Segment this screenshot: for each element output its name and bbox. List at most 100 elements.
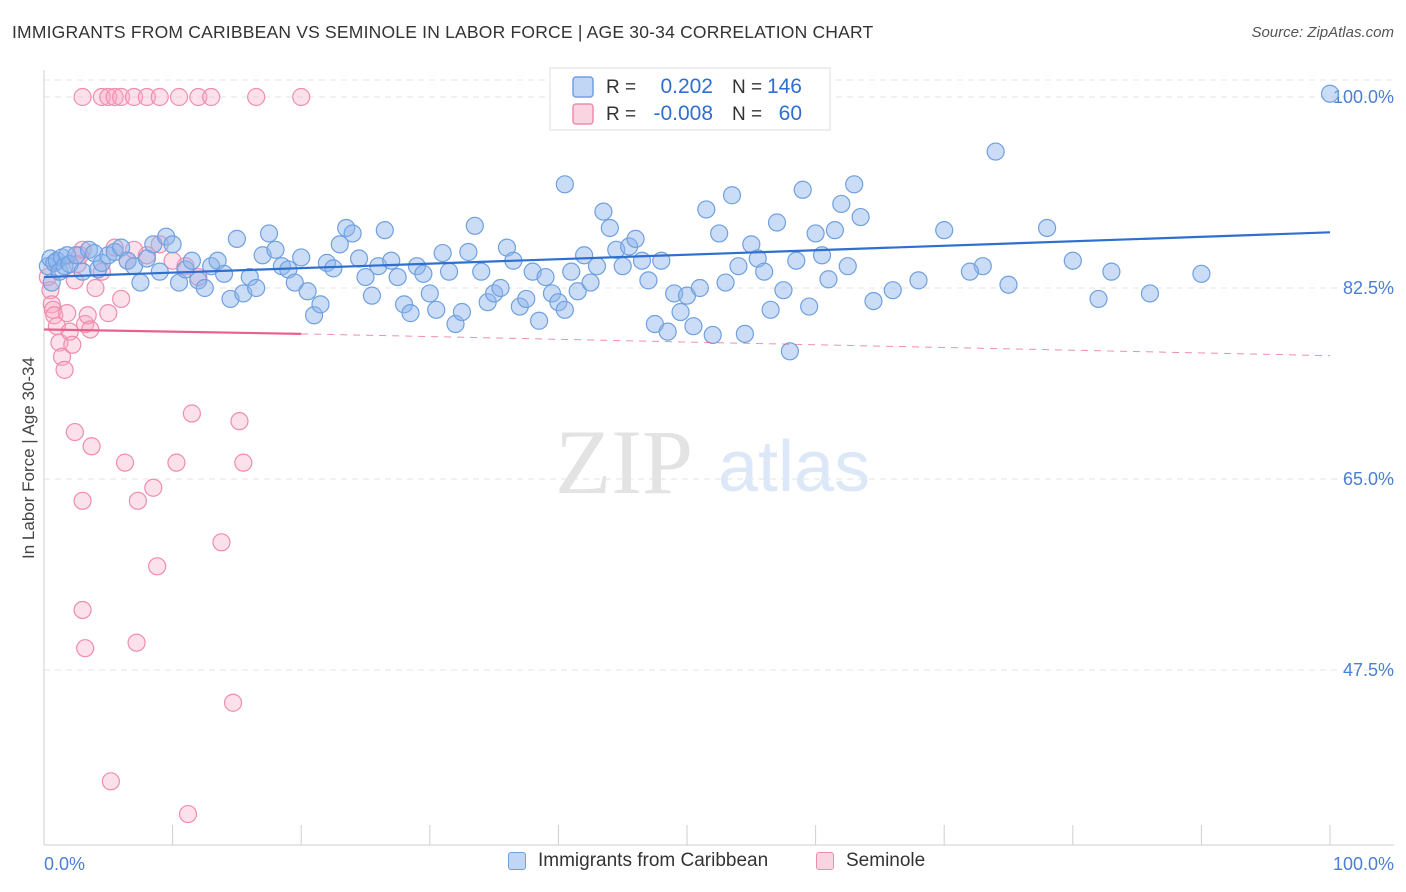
caribbean-point [735, 324, 754, 343]
legend-label-caribbean: Immigrants from Caribbean [538, 850, 769, 871]
caribbean-point [285, 273, 304, 292]
seminole-point [112, 289, 131, 309]
seminole-point [99, 304, 118, 323]
caribbean-points [38, 84, 1340, 361]
caribbean-point [587, 257, 607, 276]
seminole-point [41, 281, 60, 300]
caribbean-point [79, 240, 99, 259]
caribbean-point [195, 278, 214, 298]
caribbean-point [620, 237, 639, 256]
chart-title: IMMIGRANTS FROM CARIBBEAN VS SEMINOLE IN… [12, 22, 874, 42]
caribbean-point [935, 221, 954, 240]
legend-swatch-blue [572, 76, 594, 98]
caribbean-point [439, 262, 459, 281]
seminole-points [38, 87, 311, 824]
caribbean-point [266, 240, 285, 259]
caribbean-point [864, 291, 883, 311]
seminole-point [212, 533, 231, 552]
caribbean-point [157, 227, 176, 246]
y-tick-label: 65.0% [1343, 469, 1394, 489]
caribbean-point [259, 224, 279, 243]
caribbean-point [703, 325, 722, 345]
legend-n-label-2: N = [732, 104, 762, 125]
watermark-atlas: atlas [718, 427, 870, 507]
caribbean-point [459, 242, 478, 262]
caribbean-point [227, 229, 246, 248]
caribbean-point [613, 257, 632, 276]
caribbean-point [658, 322, 677, 341]
caribbean-point [999, 275, 1018, 294]
legend-swatch-pink [572, 103, 594, 125]
seminole-point [86, 278, 105, 298]
caribbean-point [330, 235, 349, 254]
caribbean-point [568, 282, 587, 301]
caribbean-point [510, 297, 529, 316]
seminole-point [247, 87, 266, 107]
seminole-point [76, 639, 95, 658]
caribbean-point [1037, 218, 1057, 238]
caribbean-point [600, 218, 619, 238]
caribbean-point [356, 267, 375, 287]
caribbean-point [774, 281, 793, 300]
caribbean-point [710, 224, 729, 243]
caribbean-point [581, 273, 600, 292]
caribbean-point [832, 194, 851, 214]
seminole-point [182, 404, 201, 423]
seminole-point [169, 87, 189, 107]
y-tick-label: 47.5% [1343, 660, 1394, 680]
legend-n-value-1: 146 [767, 75, 802, 98]
caribbean-point [292, 248, 311, 267]
seminole-point [189, 87, 208, 107]
watermark-zip: ZIP [555, 411, 693, 513]
seminole-point [128, 491, 147, 510]
caribbean-point [414, 264, 433, 283]
seminole-point [150, 87, 169, 107]
caribbean-point [427, 300, 446, 319]
caribbean-point [755, 262, 774, 281]
legend-bottom: Immigrants from Caribbean Seminole [0, 850, 1406, 878]
legend-box [549, 67, 831, 131]
seminole-point [178, 804, 198, 824]
chart-source: Source: ZipAtlas.com [1251, 24, 1394, 41]
caribbean-point [530, 311, 549, 330]
seminole-point [292, 87, 311, 107]
seminole-point [167, 453, 186, 472]
caribbean-point [304, 306, 324, 325]
caribbean-point [298, 282, 317, 301]
y-axis-title: In Labor Force | Age 30-34 [19, 357, 38, 559]
x-tick-label-max: 100.0% [1333, 854, 1394, 874]
caribbean-point [214, 264, 234, 283]
x-tick-label-min: 0.0% [44, 854, 85, 874]
caribbean-point [388, 267, 407, 287]
caribbean-point [806, 224, 825, 243]
seminole-trendline [43, 328, 302, 335]
seminole-point [92, 87, 111, 107]
caribbean-point [716, 273, 735, 292]
caribbean-point [909, 271, 928, 290]
caribbean-point [73, 262, 92, 281]
caribbean-point [420, 284, 439, 303]
axis-layer [43, 70, 1394, 846]
caribbean-point [639, 271, 658, 290]
y-tick-label: 100.0% [1333, 87, 1394, 107]
caribbean-point [240, 267, 259, 287]
seminole-point [73, 600, 92, 620]
caribbean-point [375, 221, 394, 240]
caribbean-point [838, 257, 857, 276]
legend-r-value-1: 0.202 [660, 75, 713, 98]
seminole-point [65, 422, 84, 442]
caribbean-point [131, 273, 150, 292]
seminole-point [230, 412, 249, 431]
legend-n-value-2: 60 [779, 102, 802, 125]
caribbean-point [761, 300, 780, 319]
x-tick-labels: 0.0% 100.0% [44, 854, 1394, 874]
caribbean-point [986, 142, 1005, 161]
seminole-point [150, 235, 169, 254]
caribbean-point [491, 278, 510, 298]
y-tick-label: 82.5% [1343, 278, 1394, 298]
seminole-point [115, 453, 135, 472]
caribbean-point [793, 180, 812, 199]
seminole-point [99, 87, 118, 107]
watermark: ZIP atlas [555, 411, 870, 513]
caribbean-point [555, 175, 574, 194]
